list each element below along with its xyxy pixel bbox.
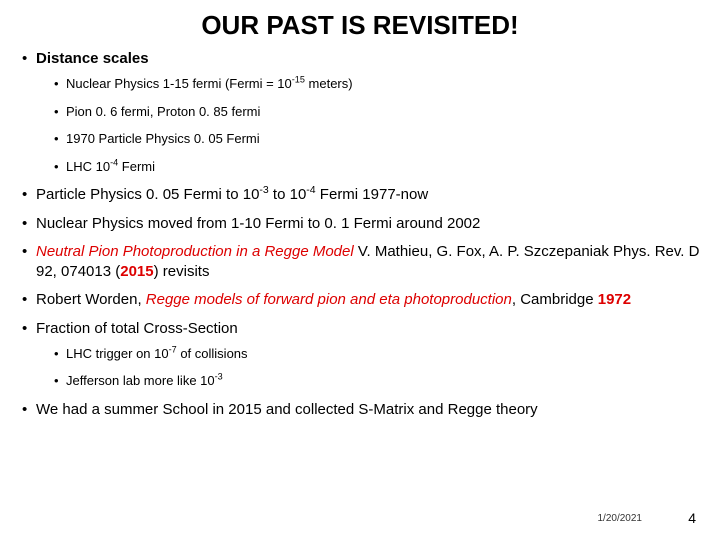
text: LHC trigger on 10 (66, 346, 169, 361)
text: Fermi (118, 159, 155, 174)
text: , Cambridge (512, 291, 598, 308)
text: ) revisits (154, 263, 210, 280)
superscript: -4 (110, 158, 118, 168)
superscript: -15 (292, 75, 305, 85)
sub-item: Jefferson lab more like 10-3 (54, 372, 720, 390)
text: of collisions (177, 346, 248, 361)
bullet-list: Distance scales Nuclear Physics 1-15 fer… (0, 49, 720, 420)
sub-list: Nuclear Physics 1-15 fermi (Fermi = 10-1… (36, 75, 720, 175)
bullet-summer-school: We had a summer School in 2015 and colle… (22, 400, 720, 420)
sub-item: LHC trigger on 10-7 of collisions (54, 345, 720, 363)
superscript: -4 (306, 184, 315, 196)
text: Robert Worden, (36, 291, 146, 308)
text: Particle Physics 0. 05 Fermi to 10 (36, 186, 259, 203)
bullet-neutral-pion: Neutral Pion Photoproduction in a Regge … (22, 242, 720, 283)
superscript: -7 (169, 345, 177, 355)
slide-title: OUR PAST IS REVISITED! (0, 0, 720, 49)
sub-item: Pion 0. 6 fermi, Proton 0. 85 fermi (54, 103, 720, 121)
text-emphasis: Neutral Pion Photoproduction in a Regge … (36, 243, 354, 260)
sub-item: LHC 10-4 Fermi (54, 158, 720, 176)
sub-item: Nuclear Physics 1-15 fermi (Fermi = 10-1… (54, 75, 720, 93)
text: Jefferson lab more like 10 (66, 373, 215, 388)
bullet-distance-scales: Distance scales Nuclear Physics 1-15 fer… (22, 49, 720, 175)
slide-date: 1/20/2021 (598, 513, 643, 524)
text-year: 2015 (120, 263, 153, 280)
sub-item: 1970 Particle Physics 0. 05 Fermi (54, 130, 720, 148)
bullet-particle-physics: Particle Physics 0. 05 Fermi to 10-3 to … (22, 185, 720, 205)
bullet-cross-section: Fraction of total Cross-Section LHC trig… (22, 319, 720, 390)
text-emphasis: Regge models of forward pion and eta pho… (146, 291, 512, 308)
text: Fraction of total Cross-Section (36, 320, 238, 337)
bullet-robert-worden: Robert Worden, Regge models of forward p… (22, 290, 720, 310)
text: meters) (305, 76, 353, 91)
text: Distance scales (36, 50, 149, 67)
text: LHC 10 (66, 159, 110, 174)
text: Nuclear Physics 1-15 fermi (Fermi = 10 (66, 76, 292, 91)
bullet-nuclear-physics: Nuclear Physics moved from 1-10 Fermi to… (22, 214, 720, 234)
sub-list: LHC trigger on 10-7 of collisions Jeffer… (36, 345, 720, 390)
text: to 10 (269, 186, 307, 203)
slide-number: 4 (688, 510, 696, 526)
superscript: -3 (259, 184, 268, 196)
text-year: 1972 (598, 291, 631, 308)
superscript: -3 (215, 372, 223, 382)
text: Fermi 1977-now (316, 186, 429, 203)
